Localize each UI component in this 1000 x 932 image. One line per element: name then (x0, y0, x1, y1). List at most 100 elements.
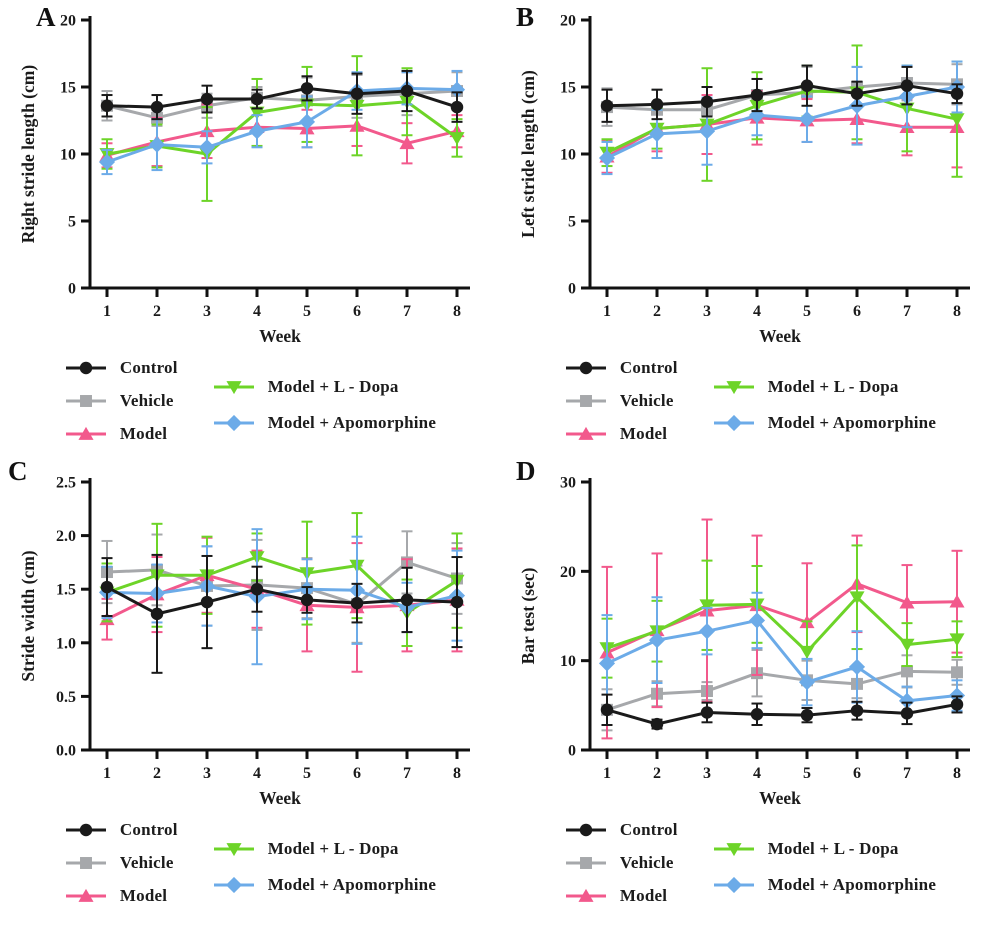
x-tick-label: 5 (303, 765, 311, 782)
y-tick-label: 0 (68, 281, 76, 298)
triangle-up-legend-icon (565, 426, 606, 440)
x-tick-label: 7 (903, 765, 911, 782)
y-tick-label: 5 (568, 214, 576, 231)
x-tick-label: 1 (603, 303, 611, 320)
legend-column-right: Model + L - Dopa Model + Apomorphine (712, 356, 936, 446)
circle-legend-icon (65, 361, 106, 375)
square-legend-icon (65, 395, 106, 407)
circle-marker (300, 82, 314, 95)
circle-marker (600, 99, 614, 112)
x-tick-label: 2 (153, 765, 161, 782)
legend-column-right: Model + L - Dopa Model + Apomorphine (212, 818, 436, 908)
x-tick-label: 1 (603, 765, 611, 782)
legend-label: Model (619, 424, 668, 443)
legend-item-vehicle: Vehicle (64, 851, 178, 875)
triangle-down-legend-icon (213, 843, 254, 857)
triangle-down-marker (226, 843, 242, 857)
legend-item-model-apomorphine: Model + Apomorphine (212, 873, 436, 897)
diamond-legend-icon (213, 877, 254, 893)
diamond-marker (448, 81, 466, 98)
legend-label: Control (119, 820, 178, 839)
circle-marker (950, 87, 964, 100)
square-marker (579, 395, 592, 407)
legend-item-model: Model (564, 884, 678, 908)
circle-marker (450, 595, 464, 609)
circle-marker (450, 100, 464, 114)
x-axis-label: Week (259, 326, 301, 346)
triangle-down-marker (699, 599, 715, 613)
triangle-up-legend-icon (65, 426, 106, 440)
series-line (106, 86, 458, 109)
circle-marker (79, 361, 93, 375)
legend-item-model-apomorphine: Model + Apomorphine (212, 411, 436, 435)
legend-item-model-l-dopa: Model + L - Dopa (212, 837, 436, 861)
legend-C: Control Vehicle Model Model + L - Dopa Model… (0, 818, 500, 908)
legend-item-model: Model (564, 422, 678, 446)
y-tick-label: 0 (568, 281, 576, 298)
diamond-marker (898, 692, 916, 709)
x-tick-label: 7 (903, 303, 911, 320)
diamond-marker (148, 136, 166, 153)
x-tick-label: 4 (753, 765, 761, 782)
legend-column-left: Control Vehicle Model (564, 818, 678, 908)
legend-item-model-l-dopa: Model + L - Dopa (712, 837, 936, 861)
circle-marker (750, 88, 764, 102)
triangle-down-marker (949, 113, 965, 127)
legend-label: Model + Apomorphine (767, 413, 937, 432)
x-tick-label: 7 (403, 303, 411, 320)
triangle-up-legend-icon (565, 888, 606, 902)
triangle-down-marker (899, 638, 915, 652)
x-tick-label: 3 (203, 765, 211, 782)
series-line (606, 84, 958, 108)
square-marker (579, 857, 592, 869)
series-control (100, 69, 464, 123)
square-legend-icon (65, 857, 106, 869)
legend-A: Control Vehicle Model Model + L - Dopa Model… (0, 356, 500, 446)
legend-column-left: Control Vehicle Model (64, 356, 178, 446)
legend-item-model: Model (64, 422, 178, 446)
x-tick-label: 5 (803, 303, 811, 320)
series-line (606, 81, 958, 112)
square-marker (951, 666, 963, 679)
legend-label: Control (119, 358, 178, 377)
y-tick-label: 30 (560, 475, 576, 492)
x-tick-label: 2 (153, 303, 161, 320)
x-tick-label: 8 (453, 303, 461, 320)
triangle-down-marker (799, 645, 815, 659)
square-marker (79, 395, 92, 407)
y-tick-label: 0.0 (56, 743, 76, 760)
diamond-marker (725, 415, 742, 431)
x-tick-label: 5 (303, 303, 311, 320)
triangle-up-marker (949, 594, 965, 608)
triangle-down-legend-icon (713, 381, 754, 395)
legend-column-right: Model + L - Dopa Model + Apomorphine (212, 356, 436, 446)
legend-item-control: Control (564, 356, 678, 380)
series-line (106, 584, 458, 609)
legend-item-model: Model (64, 884, 178, 908)
triangle-down-legend-icon (213, 381, 254, 395)
y-tick-label: 20 (560, 564, 576, 581)
circle-marker (579, 361, 593, 375)
legend-label: Model + L - Dopa (267, 377, 399, 396)
legend-item-control: Control (64, 818, 178, 842)
legend-label: Model (119, 886, 168, 905)
circle-marker (79, 823, 93, 837)
x-axis-label: Week (759, 788, 801, 808)
diamond-marker (98, 153, 116, 171)
diamond-marker (225, 877, 242, 893)
x-tick-label: 6 (853, 765, 861, 782)
chart-D: 0 10 20 30 1 2 3 4 5 6 7 8 Bar test (sec) Week (518, 475, 970, 808)
circle-legend-icon (65, 823, 106, 837)
diamond-marker (698, 623, 716, 640)
x-tick-label: 1 (103, 765, 111, 782)
panel-B: B 0 5 10 15 20 1 2 3 4 5 6 7 8 Left stride length (cm… (500, 0, 1000, 462)
triangle-down-marker (226, 381, 242, 395)
y-tick-label: 15 (60, 80, 76, 97)
series-line (106, 585, 458, 616)
series-line (106, 86, 458, 164)
x-tick-label: 2 (653, 303, 661, 320)
x-tick-label: 3 (203, 303, 211, 320)
circle-marker (850, 87, 864, 100)
triangle-up-marker (399, 136, 415, 150)
